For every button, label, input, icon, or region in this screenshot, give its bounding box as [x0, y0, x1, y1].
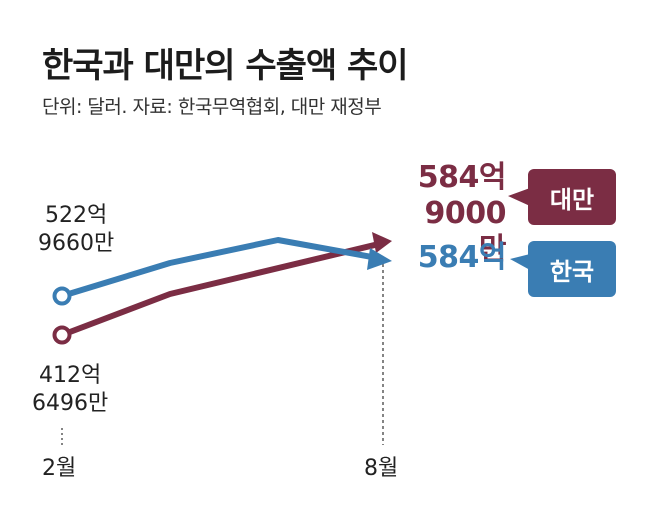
x-tick-label: 8월 — [364, 456, 399, 481]
korea-start-label-line1: 522억 — [45, 203, 108, 228]
korea-tag-pointer — [510, 254, 530, 270]
taiwan-start-label-line1: 412억 — [39, 363, 102, 388]
korea-end-value: 584억 — [398, 240, 507, 276]
taiwan-start-label: 412억 6496만 — [32, 362, 108, 418]
taiwan-start-label-line2: 6496만 — [32, 391, 109, 416]
korea-legend-tag: 한국 — [528, 241, 616, 297]
korea-arrowhead — [367, 248, 392, 270]
taiwan-legend-tag: 대만 — [528, 169, 616, 225]
taiwan-line — [60, 240, 384, 338]
korea-start-label-line2: 9660만 — [38, 231, 115, 256]
taiwan-tag-pointer — [508, 188, 530, 206]
korea-start-point — [52, 286, 72, 306]
taiwan-arrowhead — [372, 232, 392, 253]
taiwan-start-point — [52, 325, 72, 345]
x-tick-label: 2월 — [42, 456, 77, 481]
taiwan-end-value: 584억 9000만 — [398, 160, 507, 268]
chart-subtitle: 단위: 달러. 자료: 한국무역협회, 대만 재정부 — [42, 96, 382, 118]
chart-title: 한국과 대만의 수출액 추이 — [42, 46, 409, 86]
taiwan-end-value-line1: 584억 — [417, 160, 507, 195]
korea-line — [61, 237, 384, 299]
korea-end-value-line1: 584억 — [417, 240, 507, 275]
taiwan-end-value-line2: 9000만 — [424, 196, 507, 267]
korea-start-label: 522억 9660만 — [38, 202, 114, 258]
